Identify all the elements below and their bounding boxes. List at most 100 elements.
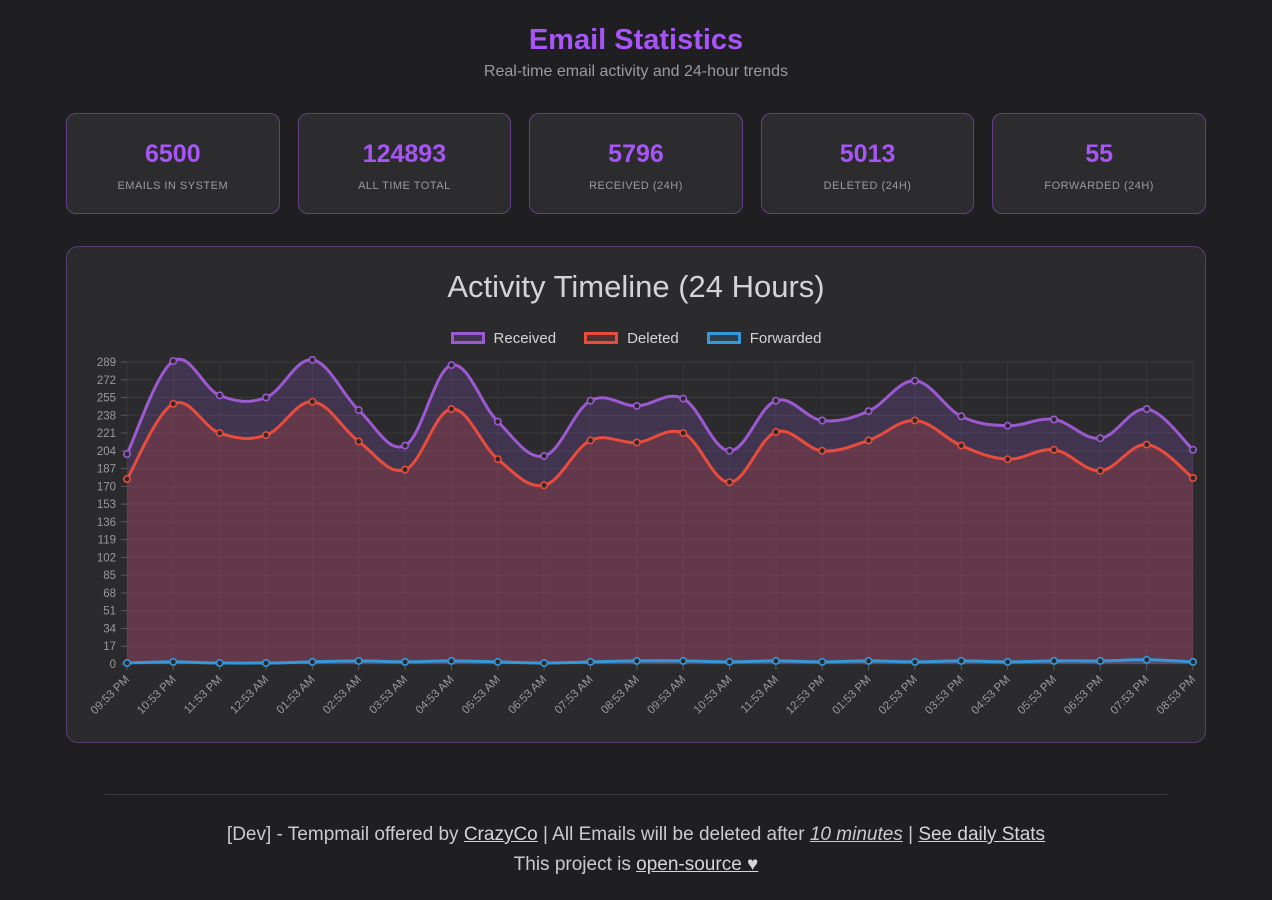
point-forwarded — [1003, 657, 1012, 666]
point-forwarded — [771, 656, 780, 665]
point-forwarded — [447, 656, 456, 665]
point-deleted — [818, 446, 827, 455]
point-deleted — [1049, 445, 1058, 454]
point-received — [1049, 415, 1058, 424]
svg-text:08:53 PM: 08:53 PM — [1155, 674, 1198, 717]
point-forwarded — [401, 657, 410, 666]
series-deleted — [122, 397, 1198, 490]
svg-text:221: 221 — [97, 428, 116, 440]
stat-card-forwarded-24h: 55 FORWARDED (24H) — [992, 113, 1206, 214]
point-received — [540, 452, 549, 461]
svg-text:07:53 PM: 07:53 PM — [1108, 674, 1151, 717]
svg-text:238: 238 — [97, 410, 116, 422]
point-deleted — [354, 437, 363, 446]
stat-label-emails-in-system: EMAILS IN SYSTEM — [117, 180, 229, 192]
chart-title: Activity Timeline (24 Hours) — [447, 269, 825, 304]
svg-text:02:53 PM: 02:53 PM — [877, 674, 920, 717]
point-forwarded — [679, 656, 688, 665]
stat-value-deleted-24h: 5013 — [839, 140, 896, 168]
point-deleted — [1096, 466, 1105, 475]
footer-line-1: [Dev] - Tempmail offered by CrazyCo | Al… — [0, 820, 1272, 850]
svg-text:09:53 AM: 09:53 AM — [645, 674, 688, 717]
point-forwarded — [540, 658, 549, 667]
point-deleted — [679, 429, 688, 438]
legend-label-forwarded: Forwarded — [749, 329, 822, 347]
point-received — [1003, 421, 1012, 430]
see-daily-stats-link[interactable]: See daily Stats — [918, 824, 1046, 845]
svg-text:11:53 AM: 11:53 AM — [739, 674, 781, 716]
svg-text:153: 153 — [97, 499, 116, 511]
point-received — [586, 396, 595, 405]
point-forwarded — [1096, 656, 1105, 665]
svg-text:06:53 AM: 06:53 AM — [506, 674, 549, 717]
point-received — [493, 417, 502, 426]
point-received — [957, 412, 966, 421]
svg-text:10:53 PM: 10:53 PM — [135, 674, 178, 717]
chart-areas — [127, 359, 1193, 664]
point-received — [771, 396, 780, 405]
svg-text:03:53 PM: 03:53 PM — [923, 674, 966, 717]
point-forwarded — [725, 657, 734, 666]
stat-label-forwarded-24h: FORWARDED (24H) — [1044, 180, 1154, 192]
legend-item-deleted[interactable]: Deleted — [584, 330, 679, 347]
svg-text:272: 272 — [97, 375, 116, 387]
point-forwarded — [308, 657, 317, 666]
crazyco-link[interactable]: CrazyCo — [463, 824, 538, 845]
point-deleted — [1142, 440, 1151, 449]
stat-label-all-time-total: ALL TIME TOTAL — [358, 180, 451, 192]
point-deleted — [401, 465, 410, 474]
svg-text:68: 68 — [103, 588, 116, 600]
point-deleted — [122, 475, 131, 484]
svg-text:03:53 AM: 03:53 AM — [367, 674, 410, 717]
stat-value-emails-in-system: 6500 — [144, 140, 201, 168]
page-subtitle: Real-time email activity and 24-hour tre… — [483, 63, 789, 80]
point-deleted — [864, 436, 873, 445]
point-forwarded — [122, 658, 131, 667]
point-received — [447, 361, 456, 370]
svg-text:289: 289 — [97, 357, 116, 369]
svg-text:12:53 PM: 12:53 PM — [784, 674, 827, 717]
svg-text:0: 0 — [110, 659, 116, 671]
legend-label-received: Received — [493, 329, 557, 347]
svg-text:05:53 AM: 05:53 AM — [460, 674, 503, 717]
open-source-link[interactable]: open-source ♥ — [636, 854, 759, 875]
svg-text:09:53 PM: 09:53 PM — [89, 674, 132, 717]
legend-item-received[interactable]: Received — [450, 329, 557, 347]
stat-value-forwarded-24h: 55 — [1085, 140, 1114, 168]
point-deleted — [169, 399, 178, 408]
point-received — [262, 393, 271, 402]
point-forwarded — [493, 657, 502, 666]
point-forwarded — [1049, 656, 1058, 665]
point-forwarded — [632, 656, 641, 665]
svg-text:07:53 AM: 07:53 AM — [553, 674, 596, 717]
footer-line-2: This project is open-source ♥ — [0, 850, 1272, 880]
svg-text:119: 119 — [98, 535, 116, 547]
svg-text:06:53 PM: 06:53 PM — [1062, 674, 1105, 717]
point-deleted — [957, 441, 966, 450]
point-received — [1142, 404, 1151, 413]
minutes-emphasis: 10 minutes — [809, 824, 903, 845]
point-deleted — [771, 428, 780, 437]
stats-row: 6500 EMAILS IN SYSTEM 124893 ALL TIME TOTAL… — [66, 113, 1206, 214]
stat-card-deleted-24h: 5013 DELETED (24H) — [760, 113, 975, 214]
point-deleted — [308, 397, 317, 406]
chart-legend: Received Deleted Forwarded — [67, 329, 1205, 347]
legend-swatch-deleted — [584, 332, 619, 344]
stat-card-all-time-total: 124893 ALL TIME TOTAL — [297, 113, 512, 214]
series-received — [122, 356, 1198, 461]
svg-text:11:53 PM: 11:53 PM — [182, 674, 225, 717]
point-received — [169, 356, 178, 366]
point-forwarded — [215, 658, 224, 667]
stat-value-all-time-total: 124893 — [362, 140, 447, 168]
point-received — [1096, 434, 1105, 443]
page-title: Email Statistics — [528, 24, 744, 56]
point-deleted — [540, 481, 549, 490]
point-deleted — [725, 478, 734, 487]
legend-item-forwarded[interactable]: Forwarded — [706, 329, 822, 347]
point-deleted — [910, 416, 919, 425]
point-forwarded — [910, 657, 919, 666]
point-received — [679, 394, 688, 403]
svg-text:08:53 AM: 08:53 AM — [599, 674, 642, 717]
footer-text: [Dev] - Tempmail offered by — [226, 824, 464, 845]
point-received — [122, 450, 131, 459]
